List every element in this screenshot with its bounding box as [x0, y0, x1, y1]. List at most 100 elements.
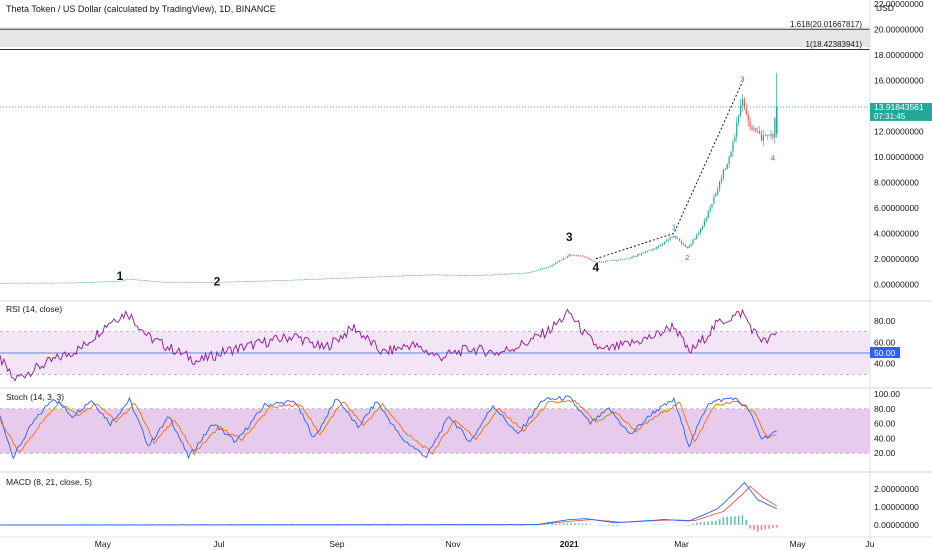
candle-body: [54, 282, 56, 284]
macd-histogram-bar: [692, 523, 694, 525]
candle-body: [107, 281, 110, 283]
candle-body: [642, 252, 645, 254]
candle-body: [86, 282, 89, 283]
price-tick-label: 12.00000000: [874, 126, 924, 136]
stoch-pane[interactable]: 20.00 40.00 60.00 80.00 100.00: [0, 389, 900, 460]
candle-body: [20, 282, 22, 284]
macd-pane[interactable]: 0.00000000 1.00000000 2.00000000: [0, 481, 919, 532]
candle-body: [64, 282, 66, 284]
candle-body: [774, 118, 776, 138]
candle-body: [505, 274, 507, 275]
candle-body: [138, 279, 140, 281]
candle-body: [35, 282, 37, 284]
candle-body: [319, 278, 321, 280]
candle-body: [591, 259, 593, 261]
candle-body: [24, 282, 26, 284]
candle-body: [279, 280, 281, 281]
candle-body: [442, 274, 445, 276]
candle-body: [692, 239, 694, 244]
price-tick-label: 18.00000000: [874, 50, 924, 60]
time-axis[interactable]: May Jul Sep Nov 2021 Mar May Ju: [95, 539, 875, 549]
candle-body: [205, 282, 207, 283]
candle-body: [663, 241, 665, 245]
candle-body: [368, 276, 370, 278]
candle-body: [243, 281, 245, 282]
candle-body: [580, 255, 582, 257]
candle-body: [602, 262, 605, 263]
candle-body: [269, 280, 271, 282]
candle-body: [281, 280, 283, 281]
macd-histogram-bar: [749, 524, 751, 529]
candle-body: [393, 275, 395, 277]
candle-body: [98, 281, 100, 283]
stoch-tick-label: 100.00: [874, 389, 900, 399]
candle-body: [12, 282, 14, 284]
candle-body: [273, 280, 275, 282]
candle-body: [383, 276, 386, 278]
candle-body: [711, 203, 713, 208]
macd-title: MACD (8, 21, close, 5): [6, 477, 92, 487]
candle-body: [469, 275, 471, 276]
candle-body: [675, 236, 677, 238]
candle-body: [163, 281, 165, 283]
rsi-pane[interactable]: 40.00 60.00 80.00 50.00: [0, 308, 900, 382]
candle-body: [521, 273, 523, 274]
candle-body: [7, 282, 9, 284]
candle-body: [650, 250, 652, 251]
macd-tick-label: 0.00000000: [874, 520, 919, 530]
rsi-current-value: 50.00: [874, 348, 896, 358]
wave-label-sub: 2: [685, 253, 689, 262]
macd-histogram-bar: [703, 521, 706, 525]
candle-body: [168, 281, 171, 283]
macd-histogram-bar: [657, 524, 660, 525]
candle-body: [387, 276, 389, 277]
candle-body: [309, 279, 311, 280]
candle-body: [313, 279, 315, 280]
candle-body: [519, 273, 521, 274]
rsi-tick-label: 80.00: [874, 316, 896, 326]
candle-body: [347, 277, 349, 279]
candle-body: [703, 220, 705, 227]
macd-histogram-bar: [718, 519, 721, 525]
candle-body: [715, 193, 717, 197]
candle-body: [340, 278, 342, 279]
candle-body: [256, 280, 258, 282]
candle-body: [420, 275, 422, 276]
symbol-title: Theta Token / US Dollar (calculated by T…: [6, 4, 276, 14]
candle-body: [277, 280, 279, 281]
candle-body: [275, 280, 277, 282]
candle-body: [713, 196, 715, 204]
price-pane[interactable]: [0, 72, 778, 284]
candle-body: [294, 279, 296, 281]
candle-body: [736, 122, 738, 137]
stoch-tick-label: 80.00: [874, 404, 896, 414]
rsi-tick-label: 40.00: [874, 359, 896, 369]
candle-body: [482, 274, 485, 276]
candle-body: [623, 259, 626, 260]
candle-body: [385, 276, 388, 278]
candle-body: [41, 282, 43, 284]
candle-body: [288, 280, 290, 281]
candle-body: [378, 276, 380, 278]
candle-body: [479, 275, 481, 276]
candle-body: [707, 211, 709, 218]
candle-body: [658, 245, 660, 248]
macd-histogram-bar: [551, 524, 553, 525]
candle-body: [757, 131, 759, 132]
candle-body: [543, 267, 546, 269]
candle-body: [618, 260, 620, 261]
candle-body: [684, 245, 686, 247]
candle-body: [349, 277, 351, 279]
candle-body: [722, 169, 725, 178]
macd-histogram-bar: [581, 523, 584, 525]
macd-histogram-bar: [772, 524, 774, 529]
candle-body: [184, 281, 186, 283]
candle-body: [300, 279, 302, 281]
candle-body: [142, 280, 144, 281]
candle-body: [528, 272, 530, 273]
fib-levels: 1.618(20.01667817) 1(18.42383941): [0, 20, 870, 50]
candle-body: [307, 279, 310, 280]
candle-body: [581, 255, 584, 257]
price-axis[interactable]: 0.00000000 2.00000000 4.00000000 6.00000000…: [874, 0, 924, 289]
candle-body: [570, 254, 572, 256]
